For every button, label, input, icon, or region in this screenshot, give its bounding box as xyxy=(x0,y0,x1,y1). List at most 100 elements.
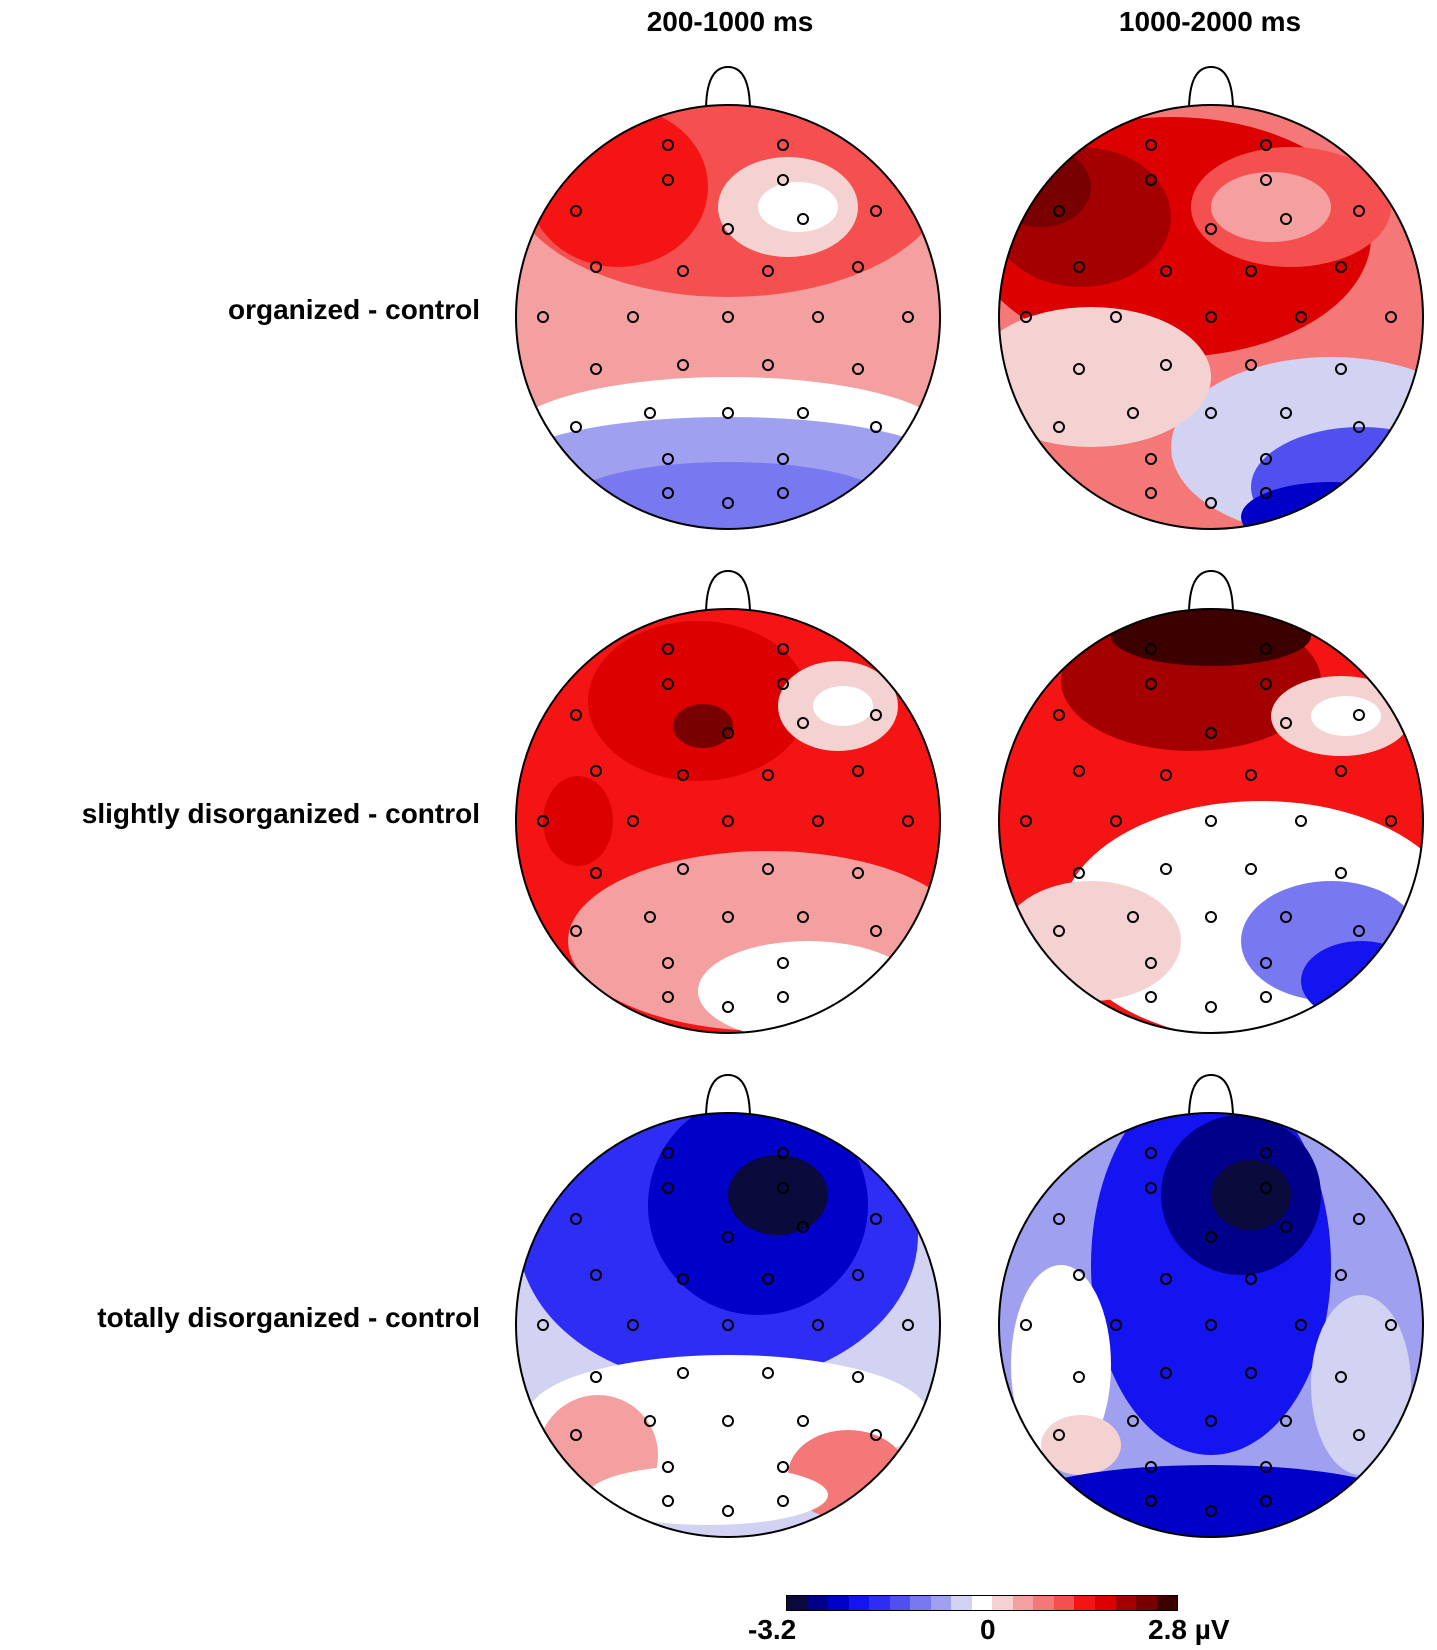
electrode-marker xyxy=(1280,911,1292,923)
potential-region xyxy=(1111,609,1311,666)
electrode-marker xyxy=(677,1273,689,1285)
nose-outline xyxy=(705,1073,751,1120)
colorbar-swatch xyxy=(1115,1596,1137,1610)
topomap-slightly-1000-2000 xyxy=(998,569,1424,1034)
electrode-marker xyxy=(1280,407,1292,419)
topomap-fill xyxy=(999,609,1423,1033)
electrode-marker xyxy=(1353,925,1365,937)
electrode-marker xyxy=(902,815,914,827)
potential-region xyxy=(1301,941,1421,1021)
electrode-marker xyxy=(1335,1269,1347,1281)
electrode-marker xyxy=(1020,815,1032,827)
electrode-marker xyxy=(1205,1415,1217,1427)
electrode-marker xyxy=(777,678,789,690)
electrode-marker xyxy=(852,1371,864,1383)
electrode-marker xyxy=(1260,139,1272,151)
electrode-marker xyxy=(590,363,602,375)
electrode-marker xyxy=(1145,174,1157,186)
colorbar-swatch xyxy=(992,1596,1013,1610)
electrode-marker xyxy=(662,678,674,690)
electrode-marker xyxy=(1110,1319,1122,1331)
electrode-marker xyxy=(762,863,774,875)
colorbar-swatch xyxy=(1136,1596,1157,1610)
colorbar-swatch xyxy=(869,1596,890,1610)
electrode-marker xyxy=(1280,717,1292,729)
electrode-marker xyxy=(1205,1319,1217,1331)
column-header-200-1000: 200-1000 ms xyxy=(646,6,814,37)
colorbar-swatch xyxy=(971,1596,993,1610)
electrode-marker xyxy=(1127,407,1139,419)
topomap-organized-200-1000 xyxy=(515,65,941,530)
electrode-marker xyxy=(1160,1367,1172,1379)
colorbar-swatch xyxy=(1074,1596,1095,1610)
electrode-marker xyxy=(1145,139,1157,151)
electrode-marker xyxy=(1205,911,1217,923)
electrode-marker xyxy=(870,421,882,433)
electrode-marker xyxy=(1020,1319,1032,1331)
column-header-1000-2000: 1000-2000 ms xyxy=(1118,6,1302,37)
electrode-marker xyxy=(777,991,789,1003)
electrode-marker xyxy=(1053,709,1065,721)
electrode-marker xyxy=(1245,359,1257,371)
electrode-marker xyxy=(1160,863,1172,875)
electrode-marker xyxy=(537,815,549,827)
electrode-marker xyxy=(777,1147,789,1159)
electrode-marker xyxy=(722,1319,734,1331)
colorbar-swatch xyxy=(889,1596,911,1610)
potential-region xyxy=(1311,1295,1411,1475)
head-outline xyxy=(998,104,1424,530)
electrode-marker xyxy=(1260,1147,1272,1159)
electrode-marker xyxy=(1145,957,1157,969)
electrode-marker xyxy=(777,643,789,655)
electrode-marker xyxy=(852,867,864,879)
electrode-marker xyxy=(1053,1429,1065,1441)
topomap-fill xyxy=(516,105,940,529)
electrode-marker xyxy=(662,643,674,655)
electrode-marker xyxy=(762,1273,774,1285)
electrode-marker xyxy=(777,1182,789,1194)
electrode-marker xyxy=(662,1182,674,1194)
potential-region xyxy=(673,704,733,748)
potential-region xyxy=(698,941,918,1033)
electrode-marker xyxy=(1145,1495,1157,1507)
topomap-fill xyxy=(999,105,1423,529)
electrode-marker xyxy=(1260,487,1272,499)
electrode-marker xyxy=(797,1415,809,1427)
electrode-marker xyxy=(1353,709,1365,721)
electrode-marker xyxy=(1145,1147,1157,1159)
potential-region xyxy=(813,686,873,726)
electrode-marker xyxy=(1160,1273,1172,1285)
electrode-marker xyxy=(1260,678,1272,690)
electrode-marker xyxy=(777,1461,789,1473)
electrode-marker xyxy=(797,407,809,419)
electrode-marker xyxy=(662,1461,674,1473)
electrode-marker xyxy=(677,359,689,371)
head-outline xyxy=(515,608,941,1034)
electrode-marker xyxy=(1110,311,1122,323)
electrode-marker xyxy=(870,1213,882,1225)
electrode-marker xyxy=(1053,421,1065,433)
electrode-marker xyxy=(590,1371,602,1383)
potential-region xyxy=(758,182,838,232)
topomap-organized-1000-2000 xyxy=(998,65,1424,530)
colorbar-mid-label: 0 xyxy=(980,1614,996,1645)
head-outline xyxy=(515,104,941,530)
potential-region xyxy=(528,107,708,267)
colorbar-swatch xyxy=(828,1596,849,1610)
topomap-fill xyxy=(516,609,940,1033)
electrode-marker xyxy=(722,407,734,419)
nose-outline xyxy=(705,569,751,616)
electrode-marker xyxy=(1295,815,1307,827)
electrode-marker xyxy=(762,1367,774,1379)
electrode-marker xyxy=(1335,1371,1347,1383)
electrode-marker xyxy=(644,911,656,923)
colorbar-swatch xyxy=(787,1596,808,1610)
colorbar-swatch xyxy=(1033,1596,1054,1610)
electrode-marker xyxy=(662,991,674,1003)
electrode-marker xyxy=(1205,407,1217,419)
electrode-marker xyxy=(777,1495,789,1507)
electrode-marker xyxy=(662,453,674,465)
electrode-marker xyxy=(722,1231,734,1243)
electrode-marker xyxy=(570,925,582,937)
electrode-marker xyxy=(812,311,824,323)
